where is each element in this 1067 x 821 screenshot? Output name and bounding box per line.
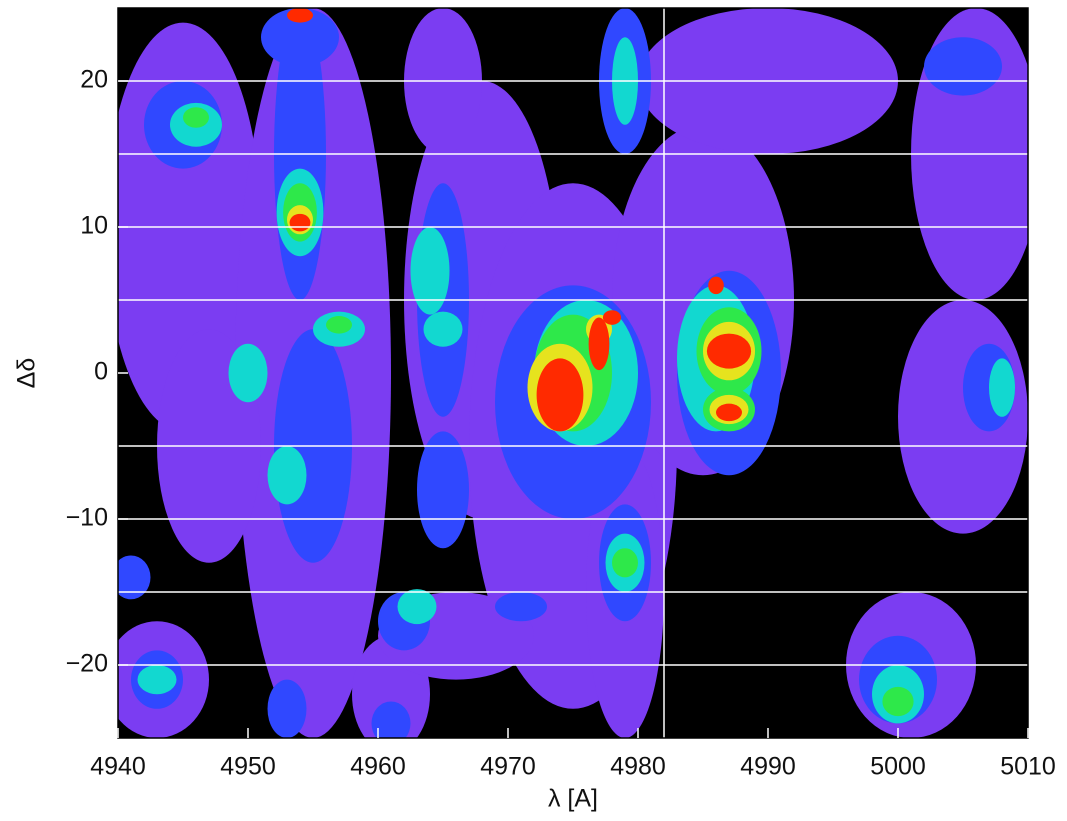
x-tick-label: 4960 [350,753,406,781]
contour-region [612,548,638,578]
y-tick-label: 10 [80,212,108,240]
contour-region [716,403,742,422]
contour-region [882,686,914,717]
contour-region [898,300,1028,534]
contour-region [602,310,622,325]
contour-region [708,276,724,295]
x-axis-label: λ [A] [548,785,598,813]
contour-region [289,213,311,232]
contour-region [588,317,610,371]
contour-region [706,333,752,369]
x-tick-label: 4980 [610,753,666,781]
y-tick-label: −10 [66,504,108,532]
contour-region [261,8,339,67]
contour-region [326,316,352,334]
y-axis-label: Δδ [13,358,41,389]
contour-region [228,343,268,403]
contour-region [989,358,1015,417]
contour-region [924,37,1002,96]
contour-region [287,8,313,23]
contour-region [410,226,450,315]
contour-region [137,665,177,695]
x-tick-label: 4990 [740,753,796,781]
x-tick-label: 4950 [220,753,276,781]
x-tick-label: 5000 [870,753,926,781]
contour-region [536,358,584,432]
plot-area [118,8,1028,738]
contour-region [417,431,469,549]
contour-region [183,107,209,128]
x-tick-label: 5010 [1000,753,1056,781]
contour-region [495,592,547,622]
contour-region [267,679,307,738]
contour-region [267,446,307,505]
contour-region [397,589,437,625]
contour-region [118,555,151,600]
x-tick-label: 4940 [90,753,146,781]
x-tick-label: 4970 [480,753,536,781]
contour-region [423,311,463,347]
contour-region [371,701,411,738]
y-tick-label: −20 [66,650,108,678]
y-tick-label: 0 [94,358,108,386]
y-tick-label: 20 [80,66,108,94]
